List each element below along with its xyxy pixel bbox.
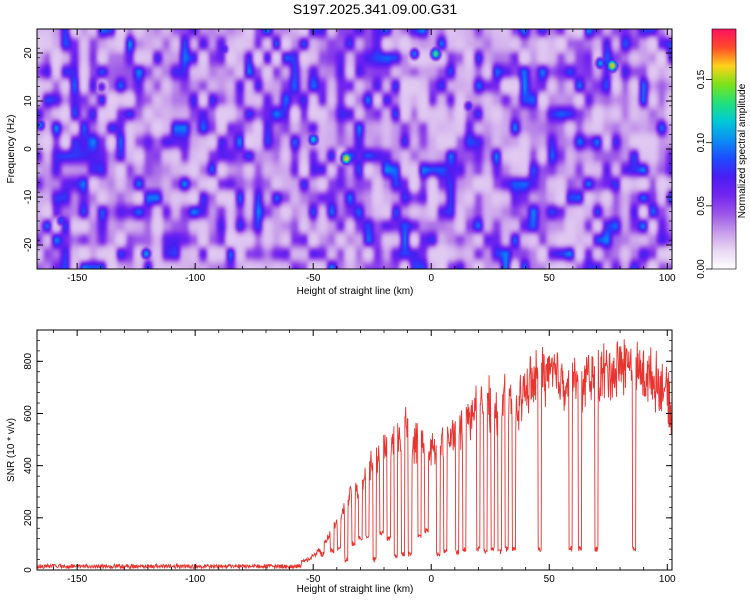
snr-frame	[36, 329, 673, 571]
spectrogram-x-tick-label: -150	[67, 273, 87, 284]
spectrogram-y-axis-label: Frequency (Hz)	[6, 115, 17, 184]
colorbar-tick-label: 0.15	[696, 69, 707, 89]
colorbar: 0.00 0.05 0.10 0.15 Normalized spectral amp…	[696, 28, 748, 279]
colorbar-tick-label: 0.10	[696, 133, 707, 153]
spectrogram-x-tick-label: 50	[544, 273, 556, 284]
figure-title: S197.2025.341.09.00.G31	[293, 1, 457, 17]
colorbar-ticks: 0.00 0.05 0.10 0.15	[696, 69, 712, 279]
snr-y-tick-label: 400	[23, 457, 34, 474]
snr-x-tick-label: -100	[185, 574, 205, 585]
spectrogram-ticks	[37, 28, 672, 270]
snr-x-tick-label: -150	[67, 574, 87, 585]
spectrogram-y-tick-label: -20	[23, 237, 34, 252]
colorbar-frame	[711, 28, 737, 270]
spectrogram-x-tick-label: 0	[428, 273, 434, 284]
snr-x-tick-label: 50	[544, 574, 556, 585]
snr-x-tick-labels: -150 -100 -50 0 50 100	[67, 574, 676, 585]
spectrogram-y-tick-label: 0	[23, 146, 34, 152]
snr-x-tick-label: 0	[428, 574, 434, 585]
snr-y-tick-label: 200	[23, 509, 34, 526]
spectrogram-x-tick-label: 100	[659, 273, 676, 284]
snr-x-tick-label: 100	[659, 574, 676, 585]
snr-y-tick-label: 0	[23, 567, 34, 573]
snr-series-line	[37, 339, 672, 570]
snr-ticks	[37, 329, 672, 571]
spectrogram-x-tick-label: -50	[306, 273, 321, 284]
spectrogram-y-tick-label: -10	[23, 189, 34, 204]
colorbar-ramp	[712, 29, 736, 269]
snr-x-tick-label: -50	[306, 574, 321, 585]
spectrogram-y-tick-label: 10	[23, 95, 34, 107]
colorbar-tick-label: 0.00	[696, 259, 707, 279]
spectrogram-x-tick-labels: -150 -100 -50 0 50 100	[67, 273, 676, 284]
colorbar-label: Normalized spectral amplitude	[737, 83, 748, 218]
snr-panel: -150 -100 -50 0 50 100 0 200 400 600 800 Height o…	[6, 329, 676, 595]
spectrogram-x-axis-label: Height of straight line (km)	[297, 286, 414, 297]
colorbar-tick-label: 0.05	[696, 196, 707, 216]
snr-y-axis-label: SNR (10 * v/v)	[6, 418, 17, 482]
spectrogram-x-tick-label: -100	[185, 273, 205, 284]
spectrogram-image	[37, 29, 672, 269]
snr-y-tick-label: 800	[23, 353, 34, 370]
spectrogram-y-tick-labels: -20 -10 0 10 20	[23, 47, 34, 252]
snr-y-tick-labels: 0 200 400 600 800	[23, 353, 34, 573]
snr-y-tick-label: 600	[23, 405, 34, 422]
snr-x-axis-label: Height of straight line (km)	[297, 584, 414, 595]
spectrogram-y-tick-label: 20	[23, 47, 34, 59]
